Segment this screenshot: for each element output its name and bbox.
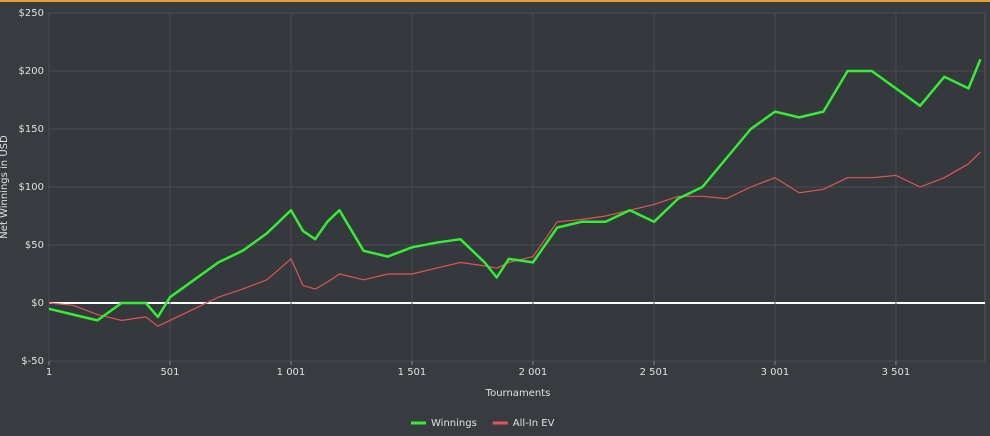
top-bar	[0, 0, 990, 2]
legend-label: Winnings	[431, 418, 477, 429]
x-tick-label: 501	[160, 367, 179, 378]
legend-label: All-In EV	[513, 418, 555, 429]
x-tick-label: 1	[46, 367, 52, 378]
x-tick-label: 3 501	[882, 367, 911, 378]
y-tick-label: $50	[25, 240, 44, 251]
x-tick-label: 3 001	[761, 367, 790, 378]
x-axis-title: Tournaments	[485, 388, 551, 399]
y-axis-title: Net Winnings in USD	[0, 135, 10, 239]
y-tick-label: $-50	[21, 356, 44, 367]
x-tick-label: 1 001	[277, 367, 306, 378]
series-line	[48, 58, 982, 322]
y-tick-label: $150	[19, 124, 44, 135]
y-tick-label: $250	[19, 8, 44, 19]
y-tick-label: $0	[31, 298, 44, 309]
y-tick-label: $100	[19, 182, 44, 193]
series-line	[48, 151, 981, 327]
x-tick-label: 2 501	[640, 367, 669, 378]
x-tick-label: 1 501	[398, 367, 427, 378]
x-tick-label: 2 001	[519, 367, 548, 378]
y-tick-label: $200	[19, 66, 44, 77]
